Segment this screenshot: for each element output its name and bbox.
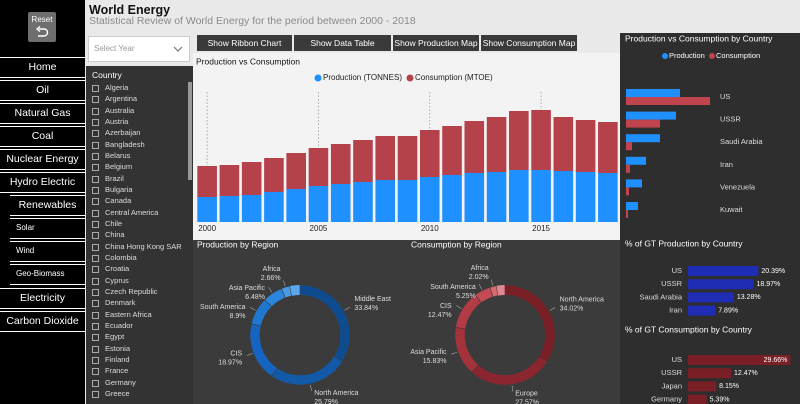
country-label: Germany	[105, 377, 136, 387]
checkbox[interactable]	[92, 356, 99, 364]
checkbox[interactable]	[92, 232, 99, 240]
checkbox[interactable]	[92, 220, 99, 228]
country-label: Belgium	[105, 162, 133, 172]
checkbox[interactable]	[92, 175, 99, 183]
country-label: Colombia	[105, 252, 137, 262]
reset-label: Reset	[31, 15, 53, 24]
checkbox[interactable]	[92, 368, 99, 376]
checkbox[interactable]	[92, 300, 99, 308]
checkbox[interactable]	[92, 198, 99, 206]
country-label: Greece	[105, 388, 130, 398]
checkbox[interactable]	[92, 254, 99, 262]
nav-subitem[interactable]: Wind	[10, 241, 85, 262]
checkbox[interactable]	[92, 186, 99, 194]
checkbox[interactable]	[92, 266, 99, 274]
scrollbar[interactable]	[188, 82, 192, 180]
checkbox[interactable]	[92, 107, 99, 115]
country-label: Bulgaria	[105, 184, 133, 194]
checkbox[interactable]	[92, 345, 99, 353]
checkbox[interactable]	[92, 379, 99, 387]
country-label: Central America	[105, 207, 159, 217]
country-label: Eastern Africa	[105, 309, 152, 319]
country-label: Australia	[105, 105, 135, 115]
checkbox[interactable]	[92, 96, 99, 104]
nav-subitem[interactable]: Solar	[10, 218, 85, 239]
country-label: Brazil	[105, 173, 124, 183]
country-label: Bangladesh	[105, 139, 145, 149]
page-title: World Energy	[89, 3, 171, 17]
country-label: Finland	[105, 354, 130, 364]
country-label: Ecuador	[105, 320, 133, 330]
country-label: Egypt	[105, 332, 125, 342]
right-panel	[620, 33, 800, 404]
checkbox[interactable]	[92, 130, 99, 138]
country-label: Algeria	[105, 83, 129, 92]
nav-item[interactable]: Home	[0, 57, 85, 78]
toggle-button[interactable]: Show Consumption Map	[481, 35, 577, 51]
checkbox[interactable]	[92, 243, 99, 251]
country-label: Croatia	[105, 264, 130, 274]
toggle-button[interactable]: Show Ribbon Chart	[197, 35, 292, 51]
nav-item[interactable]: Carbon Dioxide	[0, 311, 85, 332]
checkbox[interactable]	[92, 118, 99, 126]
year-placeholder: Select Year	[94, 44, 135, 53]
button-bar: Show Ribbon Chart Show Data Table Show Pro…	[197, 35, 617, 51]
checkbox[interactable]	[92, 164, 99, 172]
chart-panel	[193, 53, 620, 240]
checkbox[interactable]	[92, 390, 99, 398]
checkbox[interactable]	[92, 141, 99, 149]
checkbox[interactable]	[92, 311, 99, 319]
country-label: Denmark	[105, 298, 136, 308]
checkbox[interactable]	[92, 322, 99, 330]
checkbox[interactable]	[92, 288, 99, 296]
toggle-button[interactable]: Show Data Table	[294, 35, 391, 51]
nav-item[interactable]: Renewables	[10, 195, 85, 216]
dropdown-chevron	[173, 46, 183, 52]
country-label: Belarus	[105, 150, 131, 160]
checkbox[interactable]	[92, 209, 99, 217]
nav-item[interactable]: Coal	[0, 126, 85, 147]
nav-item[interactable]: Nuclear Energy	[0, 149, 85, 170]
country-label: Cyprus	[105, 275, 129, 285]
country-label: Chile	[105, 218, 123, 228]
country-label: Canada	[105, 196, 132, 206]
country-label: China	[105, 230, 125, 240]
nav-item[interactable]: Electricity	[0, 288, 85, 309]
nav-item[interactable]: Hydro Electric	[0, 172, 85, 193]
nav-subitem[interactable]: Geo-Biomass	[10, 264, 85, 285]
country-label: France	[105, 366, 129, 376]
checkbox[interactable]	[92, 85, 99, 92]
toggle-button[interactable]: Show Production Map	[393, 35, 479, 51]
reset-icon	[35, 26, 49, 37]
country-label: Czech Republic	[105, 286, 158, 296]
nav-menu: Home Oil Natural Gas Coal Nuclear Energy Hydr…	[0, 0, 85, 404]
country-filter: Country Algeria Argentina Australia Austria…	[86, 66, 193, 404]
country-label: Azerbaijan	[105, 128, 141, 138]
country-label: China Hong Kong SAR	[105, 241, 182, 251]
country-label: Austria	[105, 116, 129, 126]
checkbox[interactable]	[92, 277, 99, 285]
page-subtitle: Statistical Review of World Energy for t…	[89, 15, 416, 27]
nav-item[interactable]: Natural Gas	[0, 103, 85, 124]
checkbox[interactable]	[92, 334, 99, 342]
checkbox[interactable]	[92, 152, 99, 160]
filter-title: Country	[92, 70, 122, 80]
year-dropdown[interactable]: Select Year	[88, 36, 190, 62]
country-label: Argentina	[105, 94, 138, 104]
region-panel	[193, 240, 620, 404]
nav-item[interactable]: Oil	[0, 80, 85, 101]
country-label: Estonia	[105, 343, 131, 353]
reset-button[interactable]: Reset	[28, 12, 56, 42]
